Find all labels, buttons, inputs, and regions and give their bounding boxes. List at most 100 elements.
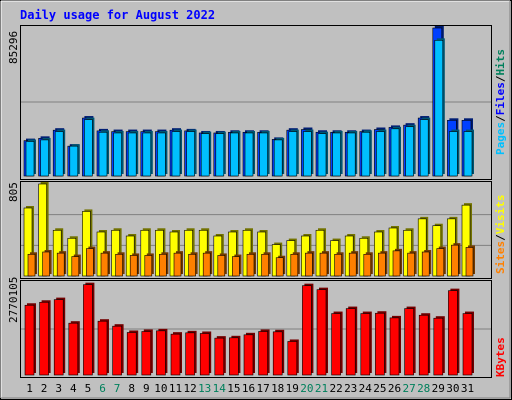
sites-bar [290,252,300,277]
day-label: 20 [300,382,313,395]
kbytes-bar [97,319,109,376]
legend-hits: Hits [494,49,507,76]
kbytes-bar-face [97,320,108,376]
files-bar-face [40,139,49,177]
sites-bar-face [407,252,415,277]
files-bar [449,129,460,177]
files-bar [405,124,416,177]
files-bar [463,129,474,177]
files-bar [127,130,139,177]
sites-bar-face [144,255,153,277]
kbytes-bar [433,316,445,376]
files-bar-face [84,119,93,177]
sites-bar-face [71,256,80,277]
sites-bar [436,246,446,277]
sites-bar [319,251,329,277]
files-bar-face [157,132,166,177]
kbytes-bar [229,335,241,376]
day-label: 1 [26,382,33,395]
kbytes-bar [185,330,197,376]
sites-bar [129,253,140,277]
files-bar-face [332,132,341,177]
day-label: 31 [461,382,474,395]
sites-bar [407,251,417,277]
files-bar [142,130,153,177]
kbytes-panel [20,280,492,378]
legend-sites: Sites [494,241,507,274]
sites-bar-face [305,252,313,277]
files-bar [98,130,109,177]
kbytes-bar-face [185,332,195,376]
kbytes-bar-face [83,284,93,376]
kbytes-bar-face [462,313,473,376]
kbytes-bar-face [170,333,181,376]
kbytes-bar [375,311,387,376]
hits-files-pages-legend: Pages/Files/Hits [494,49,507,155]
files-bar [361,130,372,177]
day-label: 10 [154,382,167,395]
sites-bar-face [188,253,196,277]
kbytes-bar-face [345,308,356,376]
sites-bar [27,252,37,277]
kbytes-bar [53,297,66,376]
files-bar-face [127,132,137,177]
files-bar-face [171,131,181,177]
kbytes-bar-face [229,337,239,376]
kbytes-bar-face [302,285,312,376]
sites-bar-face [436,248,445,277]
files-bar-face [376,131,385,177]
kbytes-bar [389,315,401,376]
day-label: 11 [169,382,182,395]
kbytes-bar-face [39,301,49,376]
day-labels: 1 2 3 4 5 6 7 8 9 10 11 12 13 14 15 16 17 18 19 20 21 22 23 24 2… [26,382,474,395]
sites-bar [392,248,402,277]
sites-bar-face [173,252,182,277]
files-bar [288,129,299,177]
sites-bar-face [115,253,123,277]
kbytes-bar [287,339,299,376]
files-bar [303,129,314,177]
kbytes-bar-face [141,331,152,376]
day-label: 7 [114,382,121,395]
sites-visits-legend: Sites/Visits [494,195,507,275]
kbytes-bar-face [126,332,137,376]
kbytes-bar-face [112,325,122,376]
kbytes-bar-face [418,314,429,376]
files-bar-face [98,131,108,177]
kbytes-legend: KBytes [494,337,507,377]
sites-bar-face [451,244,459,277]
kbytes-bar-face [68,322,79,376]
kbytes-bar [316,287,328,376]
legend-files: Files [494,82,507,115]
kbytes-bar-face [214,337,225,376]
sites-bar-face [290,253,299,277]
files-bar [317,131,328,177]
day-label: 12 [183,382,196,395]
day-label: 26 [388,382,401,395]
sites-bar-face [129,255,138,277]
files-bar [332,130,343,177]
kbytes-bar-face [331,313,341,376]
sites-bar-face [334,253,342,277]
kbytes-bar-face [316,289,327,376]
sites-bar [348,251,359,277]
kbytes-bar [345,306,358,376]
files-bar [244,130,255,177]
files-bar-face [288,131,298,177]
sites-bar [451,243,461,277]
day-label: 18 [271,382,284,395]
files-bar [171,129,182,177]
day-label: 8 [128,382,135,395]
day-label: 15 [227,382,240,395]
kbytes-bar-face [243,334,254,376]
sites-bar [275,255,286,277]
kbytes-bar [360,311,372,376]
kbytes-bar-face [258,331,268,376]
day-label: 17 [256,382,269,395]
sites-bar [246,252,256,277]
kbytes-bar [156,328,168,376]
kbytes-bar [404,306,416,376]
day-label: 3 [55,382,62,395]
files-bar-face [200,133,210,177]
